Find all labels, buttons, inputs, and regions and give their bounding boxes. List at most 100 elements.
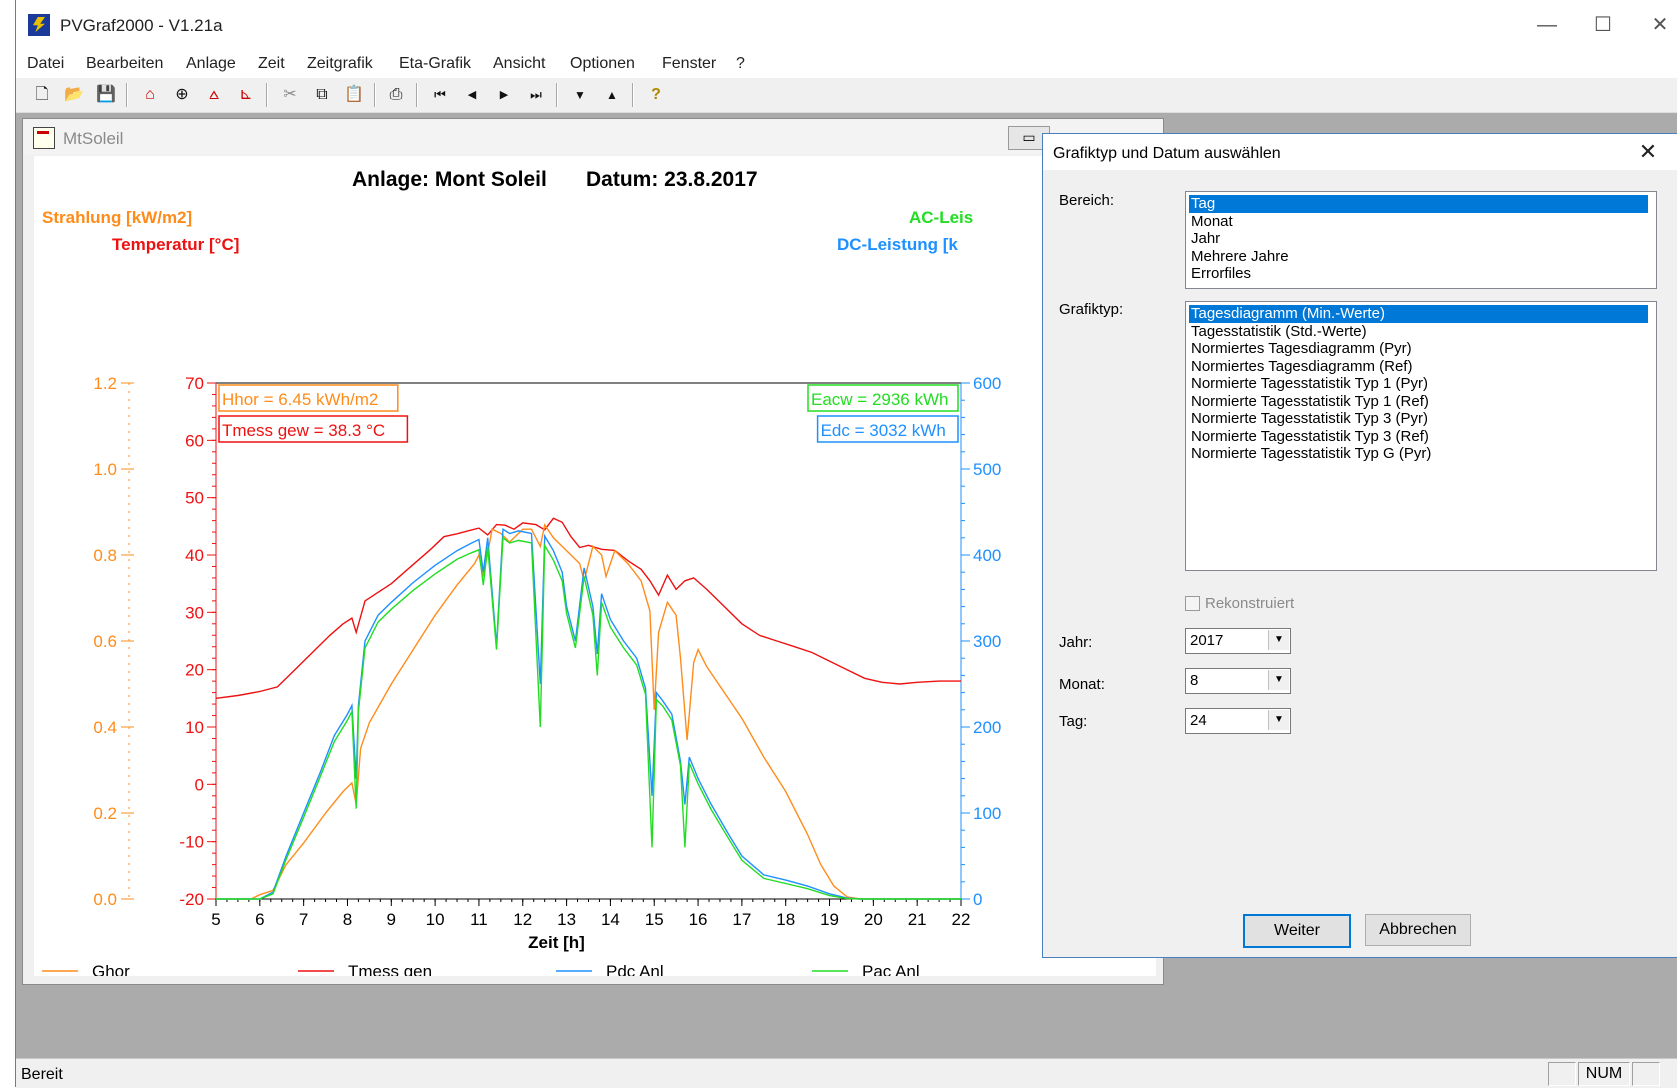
new-icon[interactable]: 🗋 — [35, 86, 49, 103]
menu-fenster[interactable]: Fenster — [662, 55, 717, 72]
screen-left-border — [15, 0, 16, 1087]
menu-optionen[interactable]: Optionen — [570, 55, 635, 72]
grafiktyp-list-item[interactable]: Normierte Tagesstatistik Typ 1 (Ref) — [1191, 392, 1429, 410]
menu-datei[interactable]: Datei — [27, 55, 65, 72]
x-tick-label: 10 — [426, 910, 445, 929]
grafiktyp-list-item[interactable]: Normierte Tagesstatistik Typ G (Pyr) — [1191, 445, 1432, 462]
grafiktyp-list-item[interactable]: Tagesdiagramm (Min.-Werte) — [1189, 305, 1648, 323]
x-tick-label: 13 — [557, 910, 576, 929]
annotation-box — [816, 415, 959, 443]
chart-date: Datum: 23.8.2017 — [586, 168, 758, 191]
bereich-list-item[interactable]: Errorfiles — [1191, 265, 1252, 282]
leistung-tick-label: 500 — [973, 460, 1001, 479]
axis-graph-icon[interactable]: ⊾ — [239, 86, 253, 103]
menu-zeit[interactable]: Zeit — [258, 55, 285, 72]
x-tick-label: 5 — [211, 910, 220, 929]
status-indicator-empty — [1632, 1062, 1660, 1086]
x-tick-label: 9 — [387, 910, 396, 929]
maximize-button[interactable]: ☐ — [1594, 14, 1612, 36]
close-button[interactable]: ✕ — [1651, 14, 1669, 36]
print-icon[interactable]: ⎙ — [389, 86, 403, 103]
menu-anlage[interactable]: Anlage — [186, 55, 236, 72]
jahr-combobox[interactable]: 2017 ▼ — [1185, 628, 1291, 654]
open-icon[interactable]: 📂 — [64, 86, 84, 103]
grafiktyp-list-item[interactable]: Normiertes Tagesdiagramm (Pyr) — [1191, 340, 1412, 357]
menu-eta-grafik[interactable]: Eta-Grafik — [399, 55, 472, 72]
copy-icon[interactable]: ⧉ — [316, 86, 328, 103]
x-tick-label: 20 — [864, 910, 883, 929]
jahr-label: Jahr: — [1059, 634, 1093, 651]
day-graph-icon[interactable]: ⩟ — [209, 86, 219, 103]
app-title-bar[interactable] — [16, 0, 1677, 50]
toolbar-separator — [416, 83, 418, 107]
dialog-close-button[interactable]: ✕ — [1638, 139, 1658, 164]
grafiktyp-list-item[interactable]: Normierte Tagesstatistik Typ 1 (Pyr) — [1191, 375, 1429, 392]
monat-combobox[interactable]: 8 ▼ — [1185, 668, 1291, 694]
help-icon[interactable]: ? — [651, 86, 661, 103]
x-tick-label: 15 — [645, 910, 664, 929]
x-tick-label: 14 — [601, 910, 620, 929]
menu-bearbeiten[interactable]: Bearbeiten — [86, 55, 164, 72]
x-tick-label: 19 — [820, 910, 839, 929]
first-icon[interactable]: ⏮ — [434, 87, 446, 102]
chevron-down-icon[interactable]: ▼ — [1268, 670, 1289, 690]
chart-title: Anlage: Mont Soleil — [352, 168, 547, 191]
leistung-tick-label: 100 — [973, 804, 1001, 823]
annotation-box — [218, 384, 399, 412]
grafiktyp-list-item[interactable]: Tagesstatistik (Std.-Werte) — [1191, 322, 1367, 340]
paste-icon[interactable]: 📋 — [344, 86, 364, 103]
down-icon[interactable]: ▼ — [574, 88, 586, 102]
child-window-mtsoleil[interactable]: MtSoleil ▭ Anlage: Mont Soleil Datum: 23.… — [22, 118, 1164, 985]
bereich-list-item[interactable]: Monat — [1191, 212, 1233, 230]
grafiktyp-list-item[interactable]: Normierte Tagesstatistik Typ 3 (Pyr) — [1191, 410, 1429, 427]
bereich-list-item[interactable]: Tag — [1189, 195, 1648, 213]
grafiktyp-list-item[interactable]: Normierte Tagesstatistik Typ 3 (Ref) — [1191, 427, 1429, 445]
bereich-listbox[interactable]: Tag Monat Jahr Mehrere Jahre Errorfiles — [1185, 191, 1657, 289]
temperatur-tick-label: 60 — [185, 431, 204, 450]
child-title-bar[interactable] — [23, 119, 1163, 155]
monat-value: 8 — [1190, 672, 1199, 689]
dc-leistung-axis-label: DC-Leistung [k — [837, 235, 958, 254]
document-icon — [33, 127, 55, 149]
house-icon[interactable]: ⌂ — [145, 86, 155, 103]
grafiktyp-listbox[interactable]: Tagesdiagramm (Min.-Werte) Tagesstatistik… — [1185, 301, 1657, 571]
next-icon[interactable]: ▶ — [499, 89, 509, 101]
ac-leistung-axis-label: AC-Leis — [909, 208, 973, 227]
annotation-text: Tmess gew = 38.3 °C — [222, 421, 385, 440]
menu-ansicht[interactable]: Ansicht — [493, 55, 546, 72]
temperatur-tick-label: -20 — [179, 890, 204, 909]
x-tick-label: 16 — [689, 910, 708, 929]
cut-icon[interactable]: ✂ — [283, 86, 297, 103]
menu-zeitgrafik[interactable]: Zeitgrafik — [307, 55, 373, 72]
bereich-list-item[interactable]: Mehrere Jahre — [1191, 247, 1289, 265]
save-icon[interactable]: 💾 — [96, 86, 116, 103]
x-tick-label: 21 — [908, 910, 927, 929]
minimize-button[interactable]: — — [1537, 14, 1557, 36]
abbrechen-button[interactable]: Abbrechen — [1365, 914, 1471, 946]
weiter-button[interactable]: Weiter — [1243, 914, 1351, 948]
strahlung-tick-label: 0.0 — [93, 890, 117, 909]
strahlung-tick-label: 1.2 — [93, 374, 117, 393]
series-line-ghor — [216, 523, 961, 900]
tag-value: 24 — [1190, 712, 1207, 729]
prev-icon[interactable]: ◀ — [467, 89, 477, 101]
up-icon[interactable]: ▲ — [606, 88, 618, 102]
status-bar: Bereit NUM — [16, 1058, 1677, 1088]
chevron-down-icon[interactable]: ▼ — [1268, 710, 1289, 730]
status-indicator-empty — [1548, 1062, 1576, 1086]
tag-combobox[interactable]: 24 ▼ — [1185, 708, 1291, 734]
rekonstruiert-checkbox[interactable] — [1185, 596, 1200, 611]
chevron-down-icon[interactable]: ▼ — [1268, 630, 1289, 650]
menu-help[interactable]: ? — [736, 55, 745, 72]
dialog-title-bar[interactable] — [1043, 134, 1677, 170]
app-logo-icon[interactable] — [28, 14, 50, 36]
legend-label: Ghor — [92, 962, 130, 976]
series-line-pac-anl — [216, 536, 961, 900]
grafiktyp-list-item[interactable]: Normiertes Tagesdiagramm (Ref) — [1191, 357, 1413, 375]
temperatur-tick-label: 40 — [185, 546, 204, 565]
bereich-list-item[interactable]: Jahr — [1191, 230, 1221, 247]
status-num-indicator: NUM — [1578, 1062, 1630, 1086]
clock-icon[interactable]: ⊕ — [175, 86, 189, 103]
last-icon[interactable]: ⏭ — [530, 87, 542, 102]
dialog-grafiktyp[interactable]: Grafiktyp und Datum auswählen ✕ Bereich:… — [1042, 133, 1677, 958]
